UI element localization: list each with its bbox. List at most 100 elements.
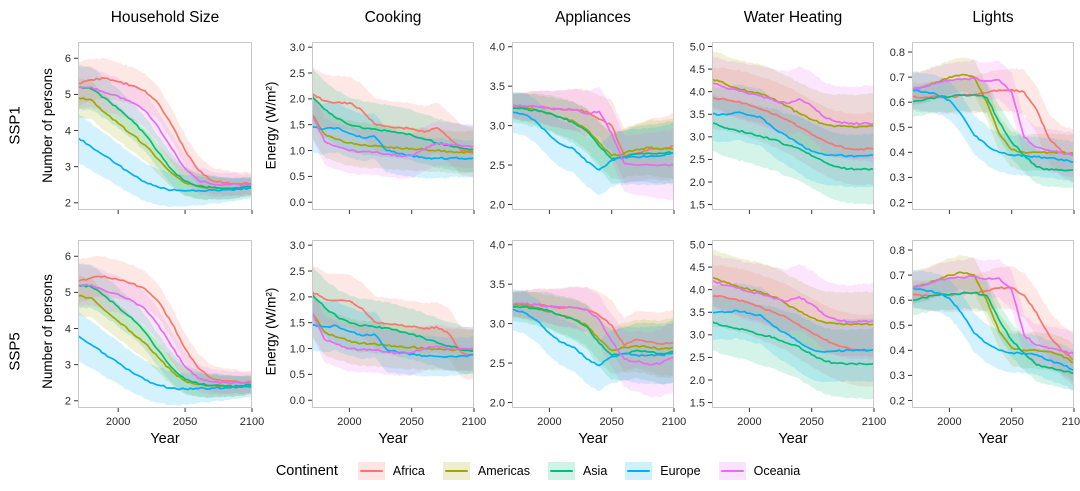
panel-ssp1-water-heating: 1.5 2.0 2.5 3.0 3.5 4.0 4.5 5.0 [690, 41, 875, 214]
svg-text:2.5: 2.5 [690, 352, 705, 364]
panel-ssp1-household-size: 2 3 4 5 6 [65, 42, 253, 214]
svg-text:2.0: 2.0 [690, 177, 705, 189]
legend-item-americas: Americas [442, 462, 530, 480]
panel-ssp5-water-heating: 1.5 2.0 2.5 3.0 3.5 4.0 4.5 5.0 2000 2050 2100 [690, 239, 887, 428]
svg-text:2.5: 2.5 [490, 358, 505, 370]
x-axis-title-year: Year [578, 431, 608, 447]
svg-text:0.4: 0.4 [890, 345, 905, 357]
svg-text:3.0: 3.0 [290, 240, 305, 252]
svg-text:2.0: 2.0 [290, 292, 305, 304]
panel-ssp5-appliances: 2.0 2.5 3.0 3.5 4.0 2000 2050 2100 [490, 240, 687, 428]
svg-text:2.0: 2.0 [290, 94, 305, 106]
x-axis-title-year: Year [150, 431, 180, 447]
svg-text:1.0: 1.0 [290, 145, 305, 157]
svg-text:4.0: 4.0 [690, 86, 705, 98]
svg-text:3.0: 3.0 [290, 42, 305, 54]
panel-ssp5-household-size: 2 3 4 5 6 2000 2050 2100 [65, 240, 264, 428]
svg-text:2100: 2100 [662, 416, 686, 428]
svg-text:3.5: 3.5 [490, 279, 505, 291]
y-axis-title-number-of-persons: Number of persons [39, 67, 55, 183]
svg-text:3.0: 3.0 [490, 120, 505, 132]
svg-text:3.5: 3.5 [690, 307, 705, 319]
svg-text:0.5: 0.5 [290, 369, 305, 381]
legend-label: Oceania [753, 464, 801, 478]
americas-line-icon [444, 470, 468, 472]
svg-text:5.0: 5.0 [690, 41, 705, 53]
svg-text:5: 5 [65, 89, 71, 101]
panel-ssp5-cooking: 0.0 0.5 1.0 1.5 2.0 2.5 3.0 2000 2050 2100 [290, 240, 487, 428]
x-axis-title-year: Year [778, 431, 808, 447]
oceania-color-swatch [718, 462, 746, 480]
svg-text:0.5: 0.5 [890, 122, 905, 134]
svg-text:0.3: 0.3 [890, 370, 905, 382]
svg-text:2100: 2100 [1062, 416, 1080, 428]
x-axis-title-year: Year [378, 431, 408, 447]
svg-text:0.0: 0.0 [290, 197, 305, 209]
svg-text:2.5: 2.5 [290, 266, 305, 278]
legend-label: Africa [392, 464, 425, 478]
svg-text:0.6: 0.6 [890, 295, 905, 307]
row-label-ssp1: SSP1 [6, 105, 24, 145]
svg-text:2000: 2000 [737, 416, 761, 428]
svg-text:5: 5 [65, 287, 71, 299]
panel-ssp1-lights: 0.2 0.3 0.4 0.5 0.6 0.7 0.8 [890, 42, 1075, 214]
svg-text:2.5: 2.5 [290, 68, 305, 80]
svg-text:2100: 2100 [462, 416, 486, 428]
row-label-ssp5: SSP5 [6, 331, 24, 371]
asia-color-swatch [547, 462, 575, 480]
column-title-water-heating: Water Heating [743, 9, 843, 26]
column-title-cooking: Cooking [364, 9, 422, 26]
asia-line-icon [549, 470, 573, 472]
svg-text:2.5: 2.5 [490, 160, 505, 172]
legend-label: Americas [477, 464, 530, 478]
y-axis-title-energy: Energy (W/m²) [263, 81, 279, 169]
svg-text:5.0: 5.0 [690, 239, 705, 251]
svg-text:3: 3 [65, 359, 71, 371]
svg-text:2.0: 2.0 [490, 397, 505, 409]
svg-text:2050: 2050 [599, 416, 623, 428]
column-title-household-size: Household Size [110, 9, 220, 26]
europe-line-icon [627, 470, 651, 472]
svg-text:1.5: 1.5 [290, 318, 305, 330]
legend-item-africa: Africa [357, 462, 425, 480]
svg-text:0.3: 0.3 [890, 172, 905, 184]
svg-text:2000: 2000 [937, 416, 961, 428]
svg-text:2100: 2100 [240, 416, 264, 428]
svg-text:0.4: 0.4 [890, 147, 905, 159]
svg-text:3.0: 3.0 [690, 330, 705, 342]
svg-text:6: 6 [65, 251, 71, 263]
legend-title: Continent [275, 463, 338, 479]
svg-text:2000: 2000 [106, 416, 130, 428]
legend-item-europe: Europe [625, 462, 701, 480]
svg-text:0.2: 0.2 [890, 395, 905, 407]
panel-ssp1-appliances: 2.0 2.5 3.0 3.5 4.0 [490, 42, 675, 214]
svg-text:2: 2 [65, 198, 71, 210]
svg-text:3.5: 3.5 [690, 109, 705, 121]
column-title-lights: Lights [972, 9, 1014, 26]
svg-text:1.5: 1.5 [290, 120, 305, 132]
svg-text:2100: 2100 [862, 416, 886, 428]
svg-text:0.7: 0.7 [890, 72, 905, 84]
legend-label: Europe [660, 464, 701, 478]
svg-text:4: 4 [65, 125, 71, 137]
svg-text:2.0: 2.0 [690, 375, 705, 387]
svg-text:4.0: 4.0 [490, 42, 505, 54]
x-axis-title-year: Year [978, 431, 1008, 447]
svg-text:3.5: 3.5 [490, 81, 505, 93]
svg-text:2.0: 2.0 [490, 199, 505, 211]
legend-item-asia: Asia [547, 462, 607, 480]
svg-text:4.0: 4.0 [490, 240, 505, 252]
svg-text:0.8: 0.8 [890, 47, 905, 59]
svg-text:3: 3 [65, 161, 71, 173]
svg-text:2050: 2050 [799, 416, 823, 428]
americas-color-swatch [442, 462, 470, 480]
svg-text:0.8: 0.8 [890, 245, 905, 257]
svg-text:2000: 2000 [537, 416, 561, 428]
panel-ssp5-lights: 0.2 0.3 0.4 0.5 0.6 0.7 0.8 2000 2050 2100 [890, 240, 1080, 428]
panel-ssp1-cooking: 0.0 0.5 1.0 1.5 2.0 2.5 3.0 [290, 42, 475, 214]
svg-text:1.0: 1.0 [290, 343, 305, 355]
legend-item-oceania: Oceania [718, 462, 801, 480]
africa-line-icon [359, 470, 383, 472]
svg-text:2050: 2050 [173, 416, 197, 428]
